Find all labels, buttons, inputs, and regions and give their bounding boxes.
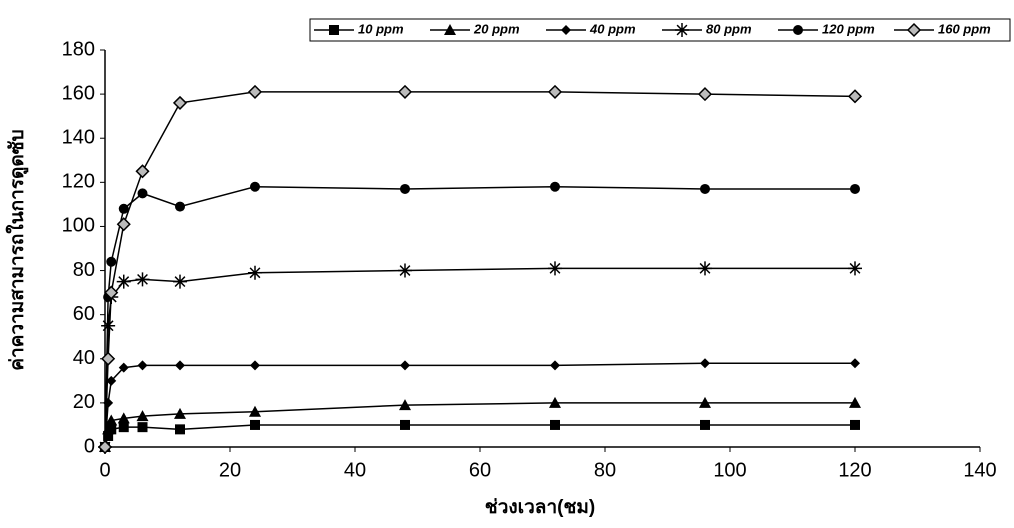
legend-label: 120 ppm [822,21,875,36]
legend-label: 10 ppm [358,21,404,36]
y-tick-label: 120 [62,171,95,193]
series-line [105,268,855,447]
marker [119,422,129,432]
marker [675,23,689,37]
x-axis-title: ช่วงเวลา(ชม) [485,497,595,518]
marker [138,360,148,370]
y-tick-label: 0 [84,435,95,457]
y-tick-label: 80 [73,259,95,281]
marker [136,272,150,286]
legend-label: 80 ppm [706,21,752,36]
y-tick-label: 20 [73,391,95,413]
x-tick-label: 0 [99,459,110,481]
marker [699,88,711,100]
series-line [105,187,855,447]
marker [550,182,560,192]
marker [138,422,148,432]
x-tick-label: 20 [219,459,241,481]
marker [175,202,185,212]
y-tick-label: 140 [62,127,95,149]
legend-label: 40 ppm [589,21,636,36]
page: ช่วงเวลา(ชม) ค่าความสามารถในการดูดซับ 0 2… [0,0,1014,528]
marker [138,188,148,198]
marker [548,261,562,275]
marker [850,420,860,430]
marker [106,257,116,267]
marker [400,420,410,430]
x-tick-label: 80 [594,459,616,481]
marker [849,90,861,102]
marker [848,261,862,275]
marker [549,86,561,98]
x-tick-label: 140 [963,459,996,481]
marker [700,420,710,430]
marker [175,424,185,434]
series-line [105,425,855,447]
series-line [105,363,855,447]
marker [173,275,187,289]
x-tick-label: 100 [713,459,746,481]
chart: ช่วงเวลา(ชม) ค่าความสามารถในการดูดซับ 0 2… [0,0,1014,528]
y-axis-title: ค่าความสามารถในการดูดซับ [5,129,29,370]
marker [400,184,410,194]
marker [250,182,260,192]
marker [102,353,114,365]
marker [398,264,412,278]
legend-label: 160 ppm [938,21,991,36]
marker [250,360,260,370]
marker [249,86,261,98]
marker [698,261,712,275]
y-tick-label: 100 [62,215,95,237]
marker [550,420,560,430]
marker [700,358,710,368]
marker [117,275,131,289]
x-tick-label: 120 [838,459,871,481]
marker [793,25,803,35]
marker [399,86,411,98]
marker [250,420,260,430]
marker [137,165,149,177]
marker [174,97,186,109]
y-tick-label: 180 [62,38,95,60]
y-tick-label: 160 [62,82,95,104]
x-tick-label: 60 [469,459,491,481]
marker [850,184,860,194]
marker [248,266,262,280]
marker [700,184,710,194]
marker [329,25,339,35]
marker [850,358,860,368]
y-tick-label: 40 [73,347,95,369]
y-tick-label: 60 [73,303,95,325]
marker [400,360,410,370]
marker [175,360,185,370]
legend-label: 20 ppm [473,21,520,36]
marker [550,360,560,370]
x-tick-label: 40 [344,459,366,481]
